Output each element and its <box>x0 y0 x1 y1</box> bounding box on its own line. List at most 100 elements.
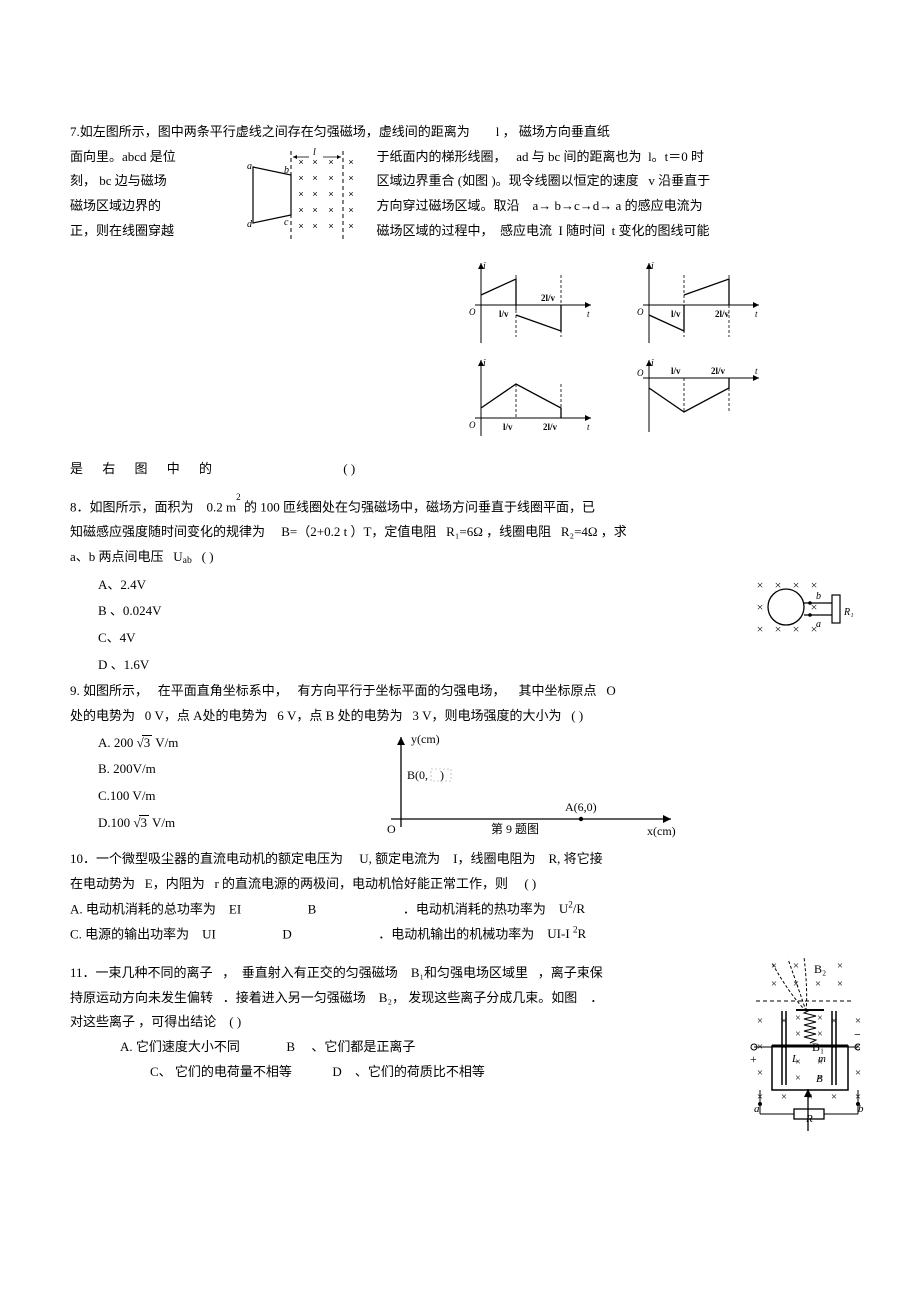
svg-text:t: t <box>587 422 590 432</box>
q8-l1: 8．如图所示，面积为 0.2 m2 的 100 匝线圈处在匀强磁场中，磁场方问垂… <box>70 495 860 520</box>
q8-l1a: 8．如图所示，面积为 <box>70 500 194 515</box>
svg-text:×: × <box>349 157 354 167</box>
svg-text:×: × <box>349 173 354 183</box>
svg-text:×: × <box>831 1015 837 1027</box>
svg-text:i: i <box>483 261 486 272</box>
q9-l1: 9. 如图所示， 在平面直角坐标系中， 有方向平行于坐标平面的匀强电场， 其中坐… <box>70 679 860 704</box>
q10-optC-a: C. 电源的输出功率为 <box>70 926 189 941</box>
svg-text:a: a <box>247 161 252 172</box>
svg-text:O: O <box>637 307 644 317</box>
svg-text:A.: A. <box>527 346 539 347</box>
svg-text:×: × <box>313 189 318 199</box>
q11-paren: ( ) <box>229 1014 241 1029</box>
svg-text:×: × <box>757 1015 763 1027</box>
svg-text:2l/v: 2l/v <box>715 309 730 319</box>
question-11: ××× ×××× B₂ + − <box>70 961 860 1084</box>
svg-text:×: × <box>757 600 764 614</box>
q7-graph-D: i t O l/v 2l/v D. <box>629 354 769 444</box>
q7-graphs-row2: i t O l/v 2l/v C. i t O l/v 2l/v <box>370 354 860 453</box>
svg-text:O: O <box>469 307 476 317</box>
svg-text:m: m <box>818 1053 826 1065</box>
question-10: 10．一个微型吸尘器的直流电动机的额定电压为 U, 额定电流为 I，线圈电阻为 … <box>70 847 860 946</box>
q10-opts-row1: A. 电动机消耗的总功率为 EI B ．电动机消耗的热功率为 U2/R <box>70 897 860 922</box>
q9-l1e: O <box>606 683 615 698</box>
svg-text:c: c <box>284 217 289 228</box>
svg-text:×: × <box>855 1067 861 1079</box>
svg-text:×: × <box>329 221 334 231</box>
svg-text:×: × <box>299 189 304 199</box>
svg-text:i: i <box>483 358 486 369</box>
q10-optB-b: ．电动机消耗的热功率为 <box>403 901 546 916</box>
svg-text:t: t <box>755 366 758 376</box>
q9-paren: ( ) <box>571 708 583 723</box>
q9-opt-B: B. 200V/m <box>98 757 298 782</box>
q10-opts-row2: C. 电源的输出功率为 UI D ．电动机输出的机械功率为 UI-I 2R <box>70 922 860 947</box>
q9-l1d: 其中坐标原点 <box>519 683 597 698</box>
q9-opt-A: A. 200 √3 V/m <box>98 731 298 756</box>
q11-l3a: 对这些离子 ，可得出结论 <box>70 1014 216 1029</box>
svg-text:l/v: l/v <box>503 422 513 432</box>
svg-text:×: × <box>793 622 800 636</box>
q10-optD-b: ．电动机输出的机械功率为 <box>378 926 534 941</box>
svg-text:×: × <box>757 1041 763 1053</box>
q7-text-right-col: 于纸面内的梯形线圈， ad 与 bc 间的距离也为 l。t＝0 时 区域边界重合… <box>377 145 807 244</box>
q7-line1: 7.如左图所示，图中两条平行虚线之间存在匀强磁场，虚线间的距离为 l ， 磁场方… <box>70 120 860 145</box>
svg-text:C.: C. <box>527 443 539 444</box>
svg-text:×: × <box>349 221 354 231</box>
q8-figure: ×××× ×× ×××× b a R₁ <box>750 573 860 654</box>
q10-optA-a: A. 电动机消耗的总功率为 <box>70 901 216 916</box>
svg-text:×: × <box>815 978 821 990</box>
svg-text:×: × <box>299 173 304 183</box>
svg-text:×: × <box>329 173 334 183</box>
svg-text:b: b <box>284 165 289 176</box>
svg-text:×: × <box>313 205 318 215</box>
q8-opt-A: A、2.4V <box>98 573 860 598</box>
q11-optDb: 、它们的荷质比不相等 <box>355 1064 485 1079</box>
svg-text:d: d <box>247 219 253 230</box>
q8-l2d: R₂=4Ω ，求 <box>561 524 627 539</box>
svg-text:i: i <box>651 358 654 369</box>
q10-optC-b: UI <box>202 926 216 941</box>
q9-l1a: 9. 如图所示， <box>70 683 148 698</box>
q9-optD-a: D.100 <box>98 815 130 830</box>
svg-text:t: t <box>755 309 758 319</box>
q7-l3r-b: v 沿垂直于 <box>648 173 710 188</box>
q7-paren: ( ) <box>343 461 355 476</box>
q9-opt-D: D.100 √3 V/m <box>98 811 298 836</box>
svg-text:×: × <box>811 600 818 614</box>
q11-optBb: 、它们都是正离子 <box>311 1039 415 1054</box>
q9-opt-C: C.100 V/m <box>98 784 298 809</box>
q7-l4-left: 磁场区域边界的 <box>70 194 230 219</box>
q8-paren: ( ) <box>202 549 214 564</box>
svg-text:×: × <box>299 205 304 215</box>
q11-optA: A. 它们速度大小不同 <box>120 1039 240 1054</box>
q10-optB-a: B <box>308 901 317 916</box>
q9-optD-sqrt: 3 <box>139 815 150 829</box>
q11-l1e: ，离子束保 <box>538 965 603 980</box>
q7-l5-left: 正，则在线圈穿越 <box>70 219 230 244</box>
q11-l2: 持原运动方向未发生偏转 ．接着进入另一匀强磁场 B₂， 发现这些离子分成几束。如… <box>70 986 860 1011</box>
q7-l5r-a: 磁场区域的过程中， <box>377 223 494 238</box>
svg-text:i: i <box>651 261 654 272</box>
q8-l2: 知磁感应强度随时间变化的规律为 B=（2+0.2 t ）T，定值电阻 R₁=6Ω… <box>70 520 860 545</box>
q10-l2: 在电动势为 E，内阻为 r 的直流电源的两极间，电动机恰好能正常工作，则 ( ) <box>70 872 860 897</box>
q7-l3r-a: 区域边界重合 (如图 )。现令线圈以恒定的速度 <box>377 173 639 188</box>
svg-text:B.: B. <box>695 346 706 347</box>
q11-l3: 对这些离子 ，可得出结论 ( ) <box>70 1010 860 1035</box>
q10-l1: 10．一个微型吸尘器的直流电动机的额定电压为 U, 额定电流为 I，线圈电阻为 … <box>70 847 860 872</box>
svg-text:×: × <box>793 978 799 990</box>
svg-text:L: L <box>791 1053 798 1065</box>
q9-l1b: 在平面直角坐标系中， <box>158 683 288 698</box>
q12-figure: ×××× ×××× ×× ××××× L m B a b R <box>746 1006 876 1135</box>
q9-B-label: B(0, ) <box>407 768 444 782</box>
q8-opt-B: B 、0.024V <box>98 599 860 624</box>
svg-text:O: O <box>469 420 476 430</box>
q10-l1c: I，线圈电阻为 <box>453 851 535 866</box>
q11-l2b: ．接着进入另一匀强磁场 <box>223 990 366 1005</box>
q9-O-label: O <box>387 822 396 836</box>
q7-l2r-a: 于纸面内的梯形线圈， <box>377 149 507 164</box>
q9-l2b: 0 V，点 A处的电势为 <box>145 708 268 723</box>
q7-l2r-b: ad 与 bc 间的距离也为 <box>516 149 641 164</box>
q8-l3b: Uab <box>173 549 192 564</box>
q8-l3a: a、b 两点间电压 <box>70 549 164 564</box>
